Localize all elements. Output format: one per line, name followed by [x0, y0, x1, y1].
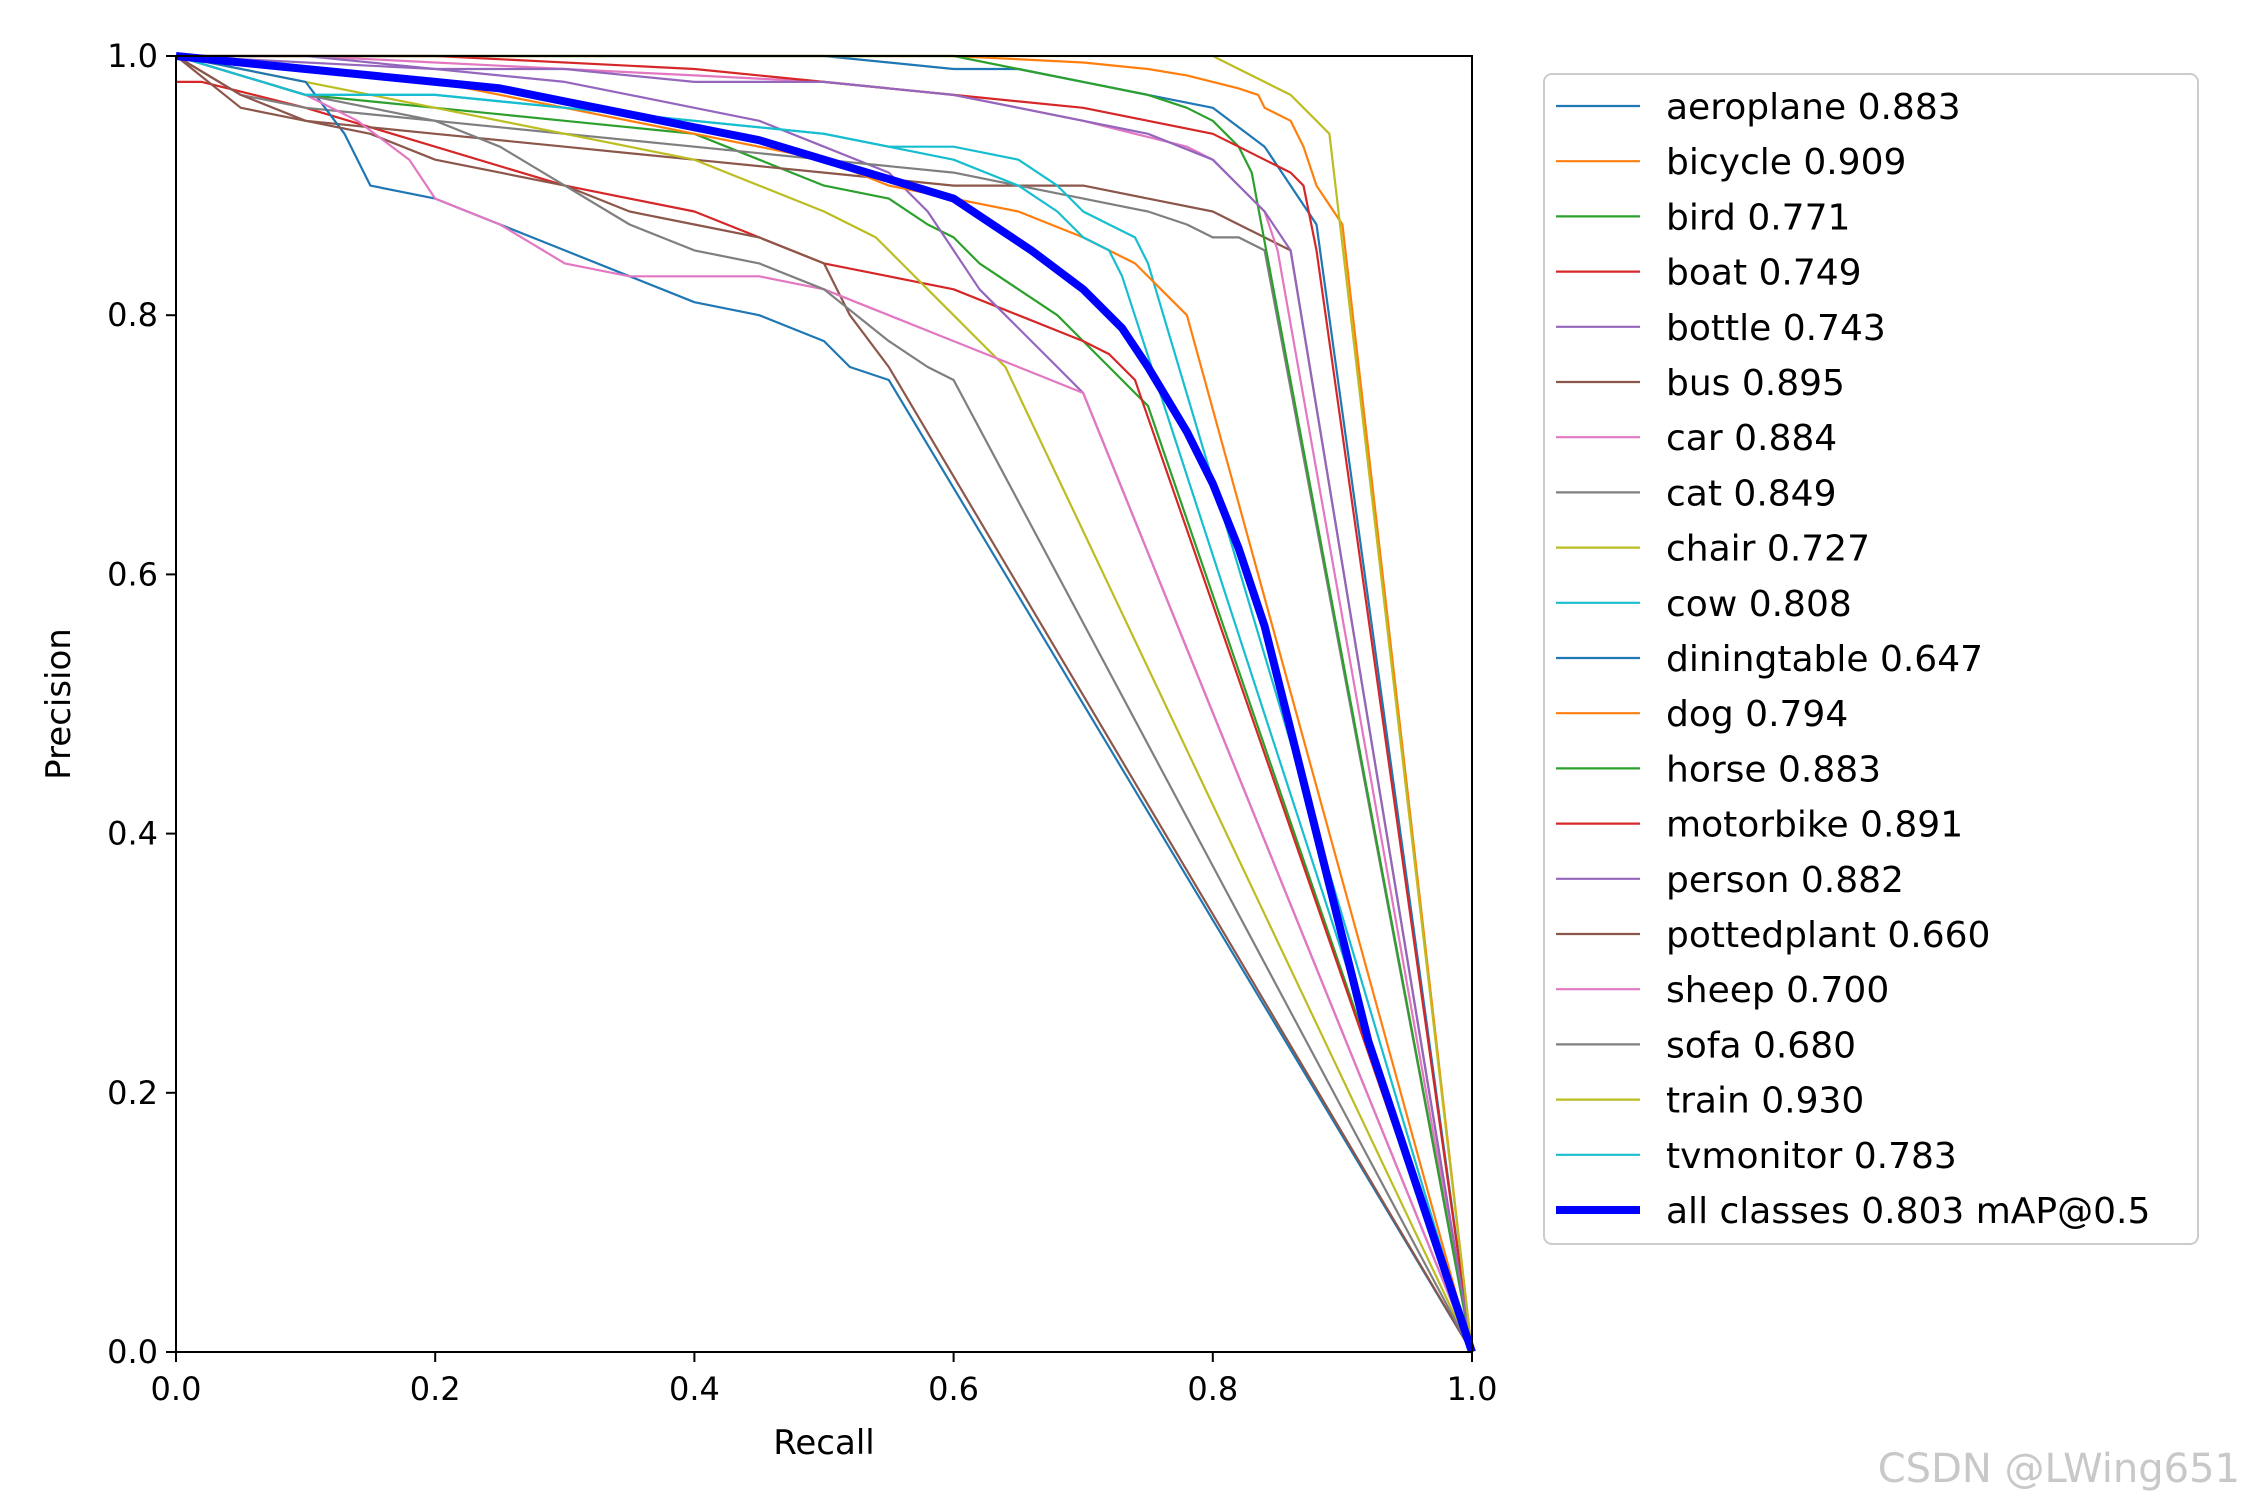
legend-item-bus: bus 0.895	[1556, 363, 1845, 404]
watermark: CSDN @LWing651	[1878, 1446, 2240, 1492]
legend-label: car 0.884	[1666, 418, 1837, 459]
legend-label: bird 0.771	[1666, 197, 1850, 238]
legend-label: tvmonitor 0.783	[1666, 1136, 1957, 1177]
legend-label: motorbike 0.891	[1666, 805, 1963, 846]
x-axis-label: Recall	[773, 1423, 874, 1463]
legend-item-tvmonitor: tvmonitor 0.783	[1556, 1136, 1957, 1177]
series-line-sofa	[175, 54, 1473, 1353]
legend-item-dog: dog 0.794	[1556, 694, 1848, 735]
legend-label: cow 0.808	[1666, 584, 1852, 625]
legend-item-motorbike: motorbike 0.891	[1556, 805, 1963, 846]
x-tick-label: 0.0	[151, 1370, 202, 1408]
legend-item-boat: boat 0.749	[1556, 253, 1862, 294]
series-line-tvmonitor	[175, 54, 1474, 1353]
legend-label: boat 0.749	[1666, 253, 1862, 294]
legend-label: chair 0.727	[1666, 529, 1870, 570]
legend-label: all classes 0.803 mAP@0.5	[1666, 1191, 2150, 1232]
legend-label: sofa 0.680	[1666, 1025, 1856, 1066]
x-tick-label: 0.2	[410, 1370, 461, 1408]
y-tick-label: 0.4	[107, 815, 158, 853]
series-line-all-classes	[175, 52, 1476, 1354]
legend-item-train: train 0.930	[1556, 1081, 1864, 1122]
legend-label: sheep 0.700	[1666, 970, 1889, 1011]
legend-label: cat 0.849	[1666, 473, 1836, 514]
series-line-sheep	[175, 54, 1474, 1353]
series-line-boat	[176, 80, 1474, 1353]
legend-label: aeroplane 0.883	[1666, 87, 1961, 128]
legend-item-diningtable: diningtable 0.647	[1556, 639, 1983, 680]
series-line-motorbike	[176, 54, 1474, 1353]
x-tick-label: 0.4	[669, 1370, 720, 1408]
legend-item-chair: chair 0.727	[1556, 529, 1870, 570]
legend-item-cat: cat 0.849	[1556, 473, 1836, 514]
legend-item-all-classes: all classes 0.803 mAP@0.5	[1556, 1191, 2150, 1232]
legend-label: person 0.882	[1666, 860, 1904, 901]
legend-item-horse: horse 0.883	[1556, 749, 1881, 790]
legend-label: bicycle 0.909	[1666, 142, 1906, 183]
legend-item-bicycle: bicycle 0.909	[1556, 142, 1906, 183]
series-line-car	[176, 54, 1474, 1353]
legend-item-aeroplane: aeroplane 0.883	[1556, 87, 1961, 128]
legend-label: train 0.930	[1666, 1081, 1864, 1122]
series-line-chair	[175, 54, 1473, 1353]
legend-label: dog 0.794	[1666, 694, 1848, 735]
x-axis: 0.0 0.2 0.4 0.6 0.8 1.0	[151, 1352, 1498, 1408]
legend-item-bird: bird 0.771	[1556, 197, 1850, 238]
legend: aeroplane 0.883 bicycle 0.909 bird 0.771 bo…	[1543, 73, 2199, 1245]
y-tick-label: 1.0	[107, 37, 158, 75]
y-axis-label: Precision	[39, 628, 79, 780]
legend-item-sofa: sofa 0.680	[1556, 1025, 1856, 1066]
y-tick-label: 0.0	[107, 1333, 158, 1371]
x-tick-label: 1.0	[1447, 1370, 1498, 1408]
legend-item-bottle: bottle 0.743	[1556, 308, 1886, 349]
x-tick-label: 0.8	[1187, 1370, 1238, 1408]
legend-label: horse 0.883	[1666, 749, 1881, 790]
legend-item-sheep: sheep 0.700	[1556, 970, 1889, 1011]
x-tick-label: 0.6	[928, 1370, 979, 1408]
series-line-person	[176, 54, 1474, 1353]
legend-label: diningtable 0.647	[1666, 639, 1983, 680]
legend-label: bottle 0.743	[1666, 308, 1886, 349]
series-line-bottle	[175, 54, 1474, 1353]
plot-area-frame	[175, 55, 1473, 1353]
y-tick-label: 0.6	[107, 555, 158, 593]
legend-item-person: person 0.882	[1556, 860, 1904, 901]
y-tick-label: 0.8	[107, 296, 158, 334]
series-layer	[175, 52, 1476, 1354]
legend-label: pottedplant 0.660	[1666, 915, 1990, 956]
legend-box	[1543, 73, 2199, 1245]
legend-item-cow: cow 0.808	[1556, 584, 1852, 625]
legend-item-car: car 0.884	[1556, 418, 1837, 459]
y-axis: 0.0 0.2 0.4 0.6 0.8 1.0	[107, 37, 176, 1371]
y-tick-label: 0.2	[107, 1074, 158, 1112]
legend-item-pottedplant: pottedplant 0.660	[1556, 915, 1990, 956]
legend-label: bus 0.895	[1666, 363, 1845, 404]
series-line-cat	[175, 55, 1474, 1353]
series-line-diningtable	[175, 54, 1473, 1353]
series-line-bus	[175, 55, 1474, 1353]
